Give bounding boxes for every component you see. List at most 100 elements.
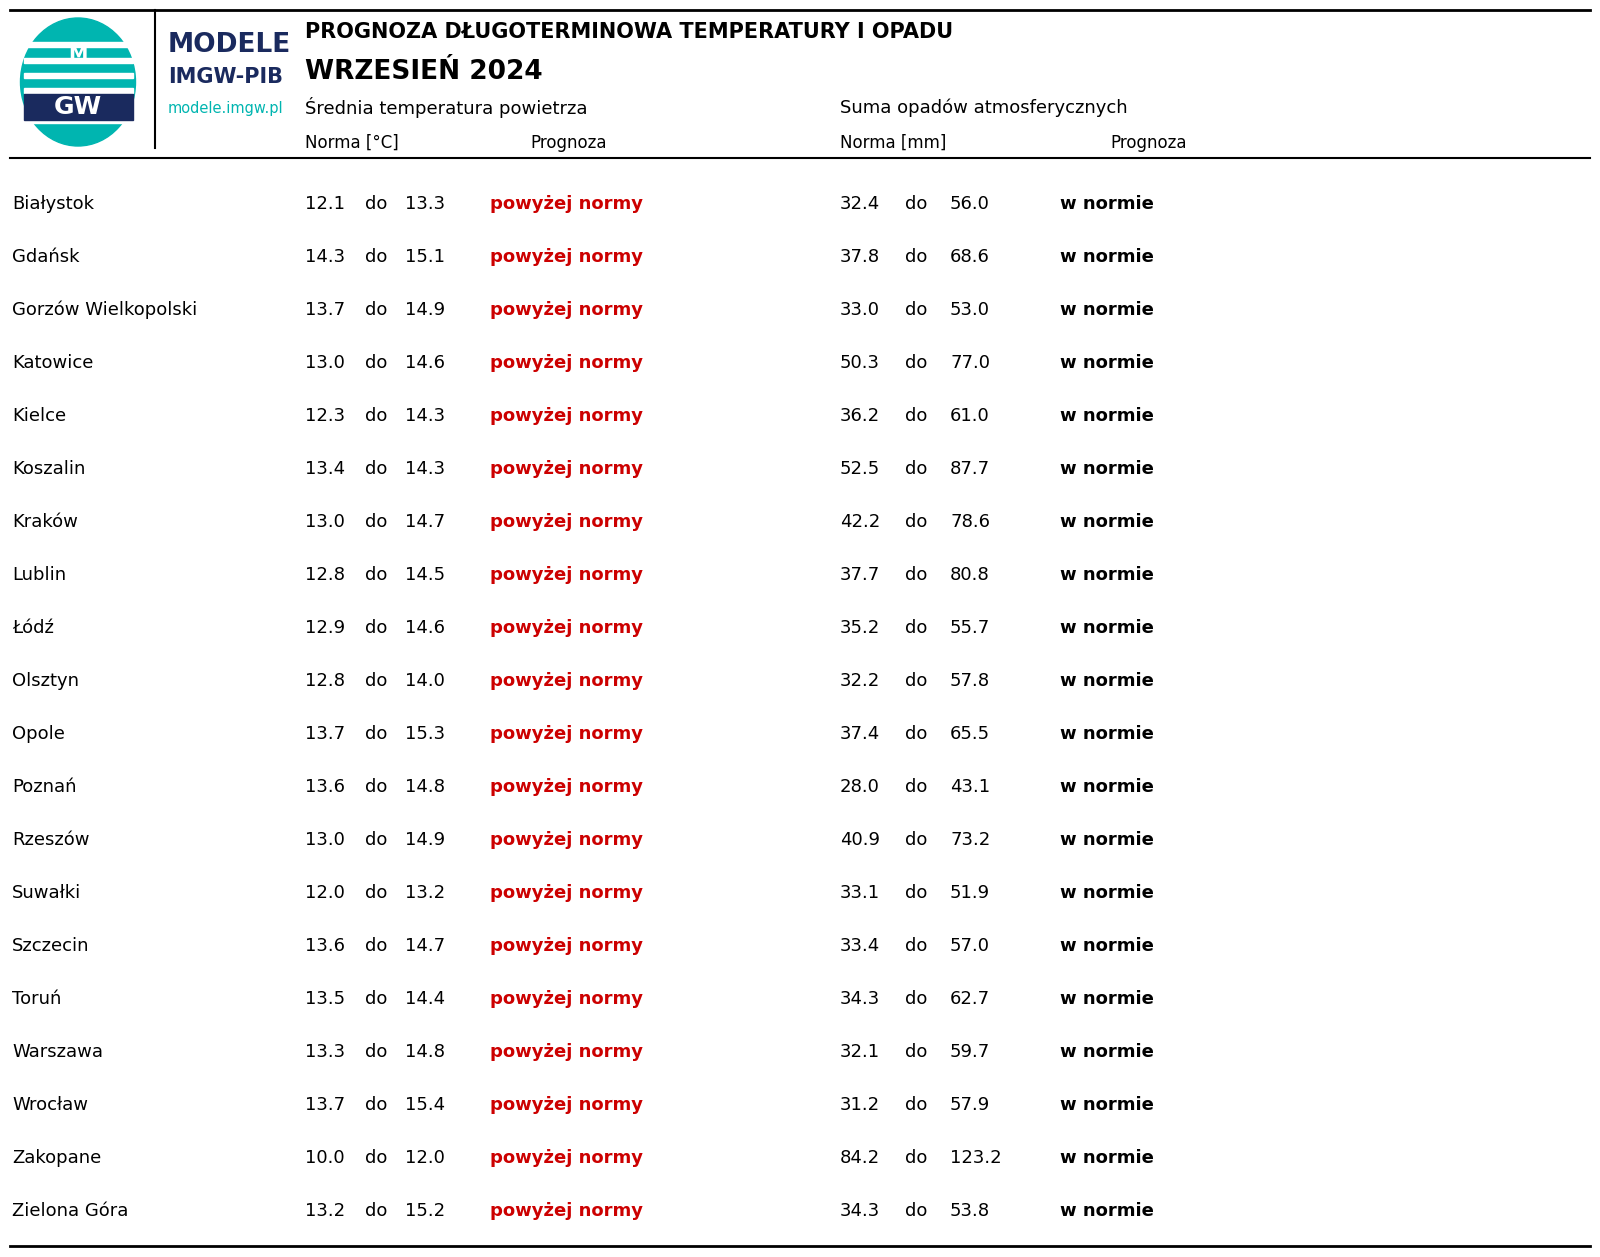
Text: 80.8: 80.8 [950, 566, 990, 585]
Text: 61.0: 61.0 [950, 407, 990, 425]
Text: do: do [906, 778, 928, 796]
Text: 50.3: 50.3 [840, 354, 880, 372]
Text: 14.8: 14.8 [405, 1043, 445, 1061]
Text: 57.8: 57.8 [950, 672, 990, 690]
Text: do: do [906, 407, 928, 425]
Text: do: do [906, 884, 928, 903]
Text: Wrocław: Wrocław [13, 1096, 88, 1114]
Text: 14.6: 14.6 [405, 354, 445, 372]
Text: Suma opadów atmosferycznych: Suma opadów atmosferycznych [840, 99, 1128, 117]
Text: 68.6: 68.6 [950, 248, 990, 266]
Text: Norma [mm]: Norma [mm] [840, 134, 946, 152]
Text: do: do [365, 778, 387, 796]
Text: do: do [365, 725, 387, 743]
Text: Łódź: Łódź [13, 618, 54, 637]
Text: 14.5: 14.5 [405, 566, 445, 585]
Text: w normie: w normie [1059, 300, 1154, 319]
Text: 12.9: 12.9 [306, 618, 346, 637]
Text: 123.2: 123.2 [950, 1149, 1002, 1166]
Text: powyżej normy: powyżej normy [490, 407, 643, 425]
Text: do: do [906, 566, 928, 585]
Text: w normie: w normie [1059, 618, 1154, 637]
Text: 37.4: 37.4 [840, 725, 880, 743]
Text: w normie: w normie [1059, 460, 1154, 478]
Text: do: do [906, 195, 928, 212]
Text: 13.0: 13.0 [306, 831, 346, 848]
Bar [24, 94, 133, 119]
Text: PROGNOZA DŁUGOTERMINOWA TEMPERATURY I OPADU: PROGNOZA DŁUGOTERMINOWA TEMPERATURY I OP… [306, 23, 954, 41]
Text: w normie: w normie [1059, 778, 1154, 796]
Text: MODELE: MODELE [168, 31, 291, 58]
Text: powyżej normy: powyżej normy [490, 300, 643, 319]
Text: Warszawa: Warszawa [13, 1043, 102, 1061]
Text: 32.4: 32.4 [840, 195, 880, 212]
Text: 53.8: 53.8 [950, 1202, 990, 1221]
Text: 12.3: 12.3 [306, 407, 346, 425]
Text: do: do [365, 936, 387, 955]
Text: powyżej normy: powyżej normy [490, 884, 643, 903]
Text: w normie: w normie [1059, 248, 1154, 266]
Text: w normie: w normie [1059, 831, 1154, 848]
Text: powyżej normy: powyżej normy [490, 1149, 643, 1166]
Text: 33.1: 33.1 [840, 884, 880, 903]
Bar [24, 88, 133, 93]
Text: 55.7: 55.7 [950, 618, 990, 637]
Text: 10.0: 10.0 [306, 1149, 344, 1166]
Text: do: do [365, 1043, 387, 1061]
Text: 35.2: 35.2 [840, 618, 880, 637]
Text: 34.3: 34.3 [840, 991, 880, 1008]
Text: Katowice: Katowice [13, 354, 93, 372]
Text: do: do [906, 831, 928, 848]
Text: do: do [365, 300, 387, 319]
Text: Zakopane: Zakopane [13, 1149, 101, 1166]
Text: 12.0: 12.0 [405, 1149, 445, 1166]
Text: 15.1: 15.1 [405, 248, 445, 266]
Text: w normie: w normie [1059, 1149, 1154, 1166]
Text: do: do [906, 991, 928, 1008]
Text: do: do [906, 1149, 928, 1166]
Text: w normie: w normie [1059, 407, 1154, 425]
Text: 15.4: 15.4 [405, 1096, 445, 1114]
Text: w normie: w normie [1059, 513, 1154, 530]
Text: powyżej normy: powyżej normy [490, 1202, 643, 1221]
Text: 12.8: 12.8 [306, 672, 346, 690]
Text: w normie: w normie [1059, 991, 1154, 1008]
Text: 40.9: 40.9 [840, 831, 880, 848]
Text: 28.0: 28.0 [840, 778, 880, 796]
Text: 14.7: 14.7 [405, 936, 445, 955]
Text: w normie: w normie [1059, 672, 1154, 690]
Text: w normie: w normie [1059, 884, 1154, 903]
Text: modele.imgw.pl: modele.imgw.pl [168, 101, 283, 116]
Text: 13.3: 13.3 [306, 1043, 346, 1061]
Text: Lublin: Lublin [13, 566, 66, 585]
Text: 37.7: 37.7 [840, 566, 880, 585]
Text: Zielona Góra: Zielona Góra [13, 1202, 128, 1221]
Text: 56.0: 56.0 [950, 195, 990, 212]
Text: 13.5: 13.5 [306, 991, 346, 1008]
Text: powyżej normy: powyżej normy [490, 1043, 643, 1061]
Text: Norma [°C]: Norma [°C] [306, 134, 398, 152]
Text: 13.4: 13.4 [306, 460, 346, 478]
Text: do: do [365, 354, 387, 372]
Text: do: do [365, 884, 387, 903]
Text: WRZESIEŃ 2024: WRZESIEŃ 2024 [306, 59, 542, 85]
Text: 62.7: 62.7 [950, 991, 990, 1008]
Text: 15.3: 15.3 [405, 725, 445, 743]
Text: powyżej normy: powyżej normy [490, 513, 643, 530]
Text: do: do [906, 460, 928, 478]
Text: powyżej normy: powyżej normy [490, 248, 643, 266]
Text: 77.0: 77.0 [950, 354, 990, 372]
Text: do: do [906, 248, 928, 266]
Text: M: M [69, 44, 88, 64]
Text: 14.8: 14.8 [405, 778, 445, 796]
Text: 57.0: 57.0 [950, 936, 990, 955]
Text: 37.8: 37.8 [840, 248, 880, 266]
Text: powyżej normy: powyżej normy [490, 1096, 643, 1114]
Text: do: do [365, 460, 387, 478]
Text: 13.2: 13.2 [405, 884, 445, 903]
Text: w normie: w normie [1059, 1202, 1154, 1221]
Text: 32.2: 32.2 [840, 672, 880, 690]
Text: do: do [365, 513, 387, 530]
Text: do: do [365, 831, 387, 848]
Text: 14.9: 14.9 [405, 831, 445, 848]
